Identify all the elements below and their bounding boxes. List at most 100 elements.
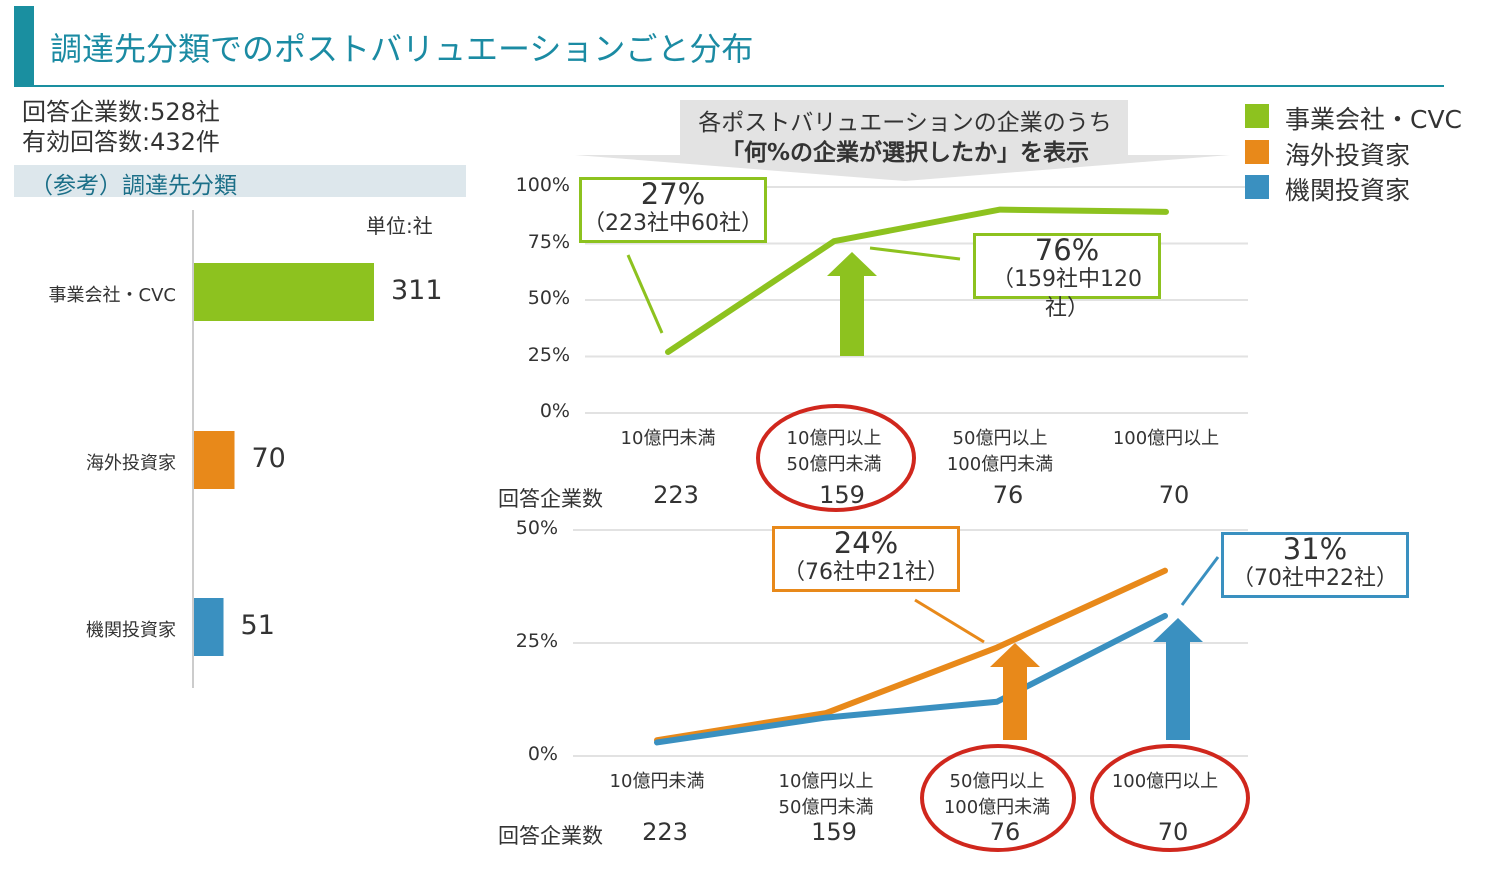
- bar: [194, 431, 235, 489]
- respondent-count: 159: [819, 481, 865, 509]
- data-point: [1164, 615, 1166, 617]
- series-line: [665, 206, 1169, 355]
- x-category-line: 50億円以上: [952, 428, 1048, 449]
- x-category-line: 50億円未満: [778, 797, 874, 818]
- y-tick-label: 50%: [527, 287, 570, 309]
- legend-swatch-institutional: [1245, 175, 1269, 199]
- banner-line-2: 「何%の企業が選択したか」を表示: [720, 140, 1090, 166]
- page-title: 調達先分類でのポストバリュエーションごと分布: [50, 30, 754, 68]
- annotation-value: 24%: [833, 526, 899, 560]
- legend-business: 事業会社・CVC: [1285, 105, 1463, 134]
- data-point: [996, 647, 998, 649]
- bar-value-institutional: 51: [240, 610, 275, 641]
- highlight-circle: [920, 744, 1076, 852]
- annotation-detail: （76社中21社）: [783, 560, 949, 585]
- annotation-leader: [626, 254, 664, 334]
- count-label-top: 回答企業数: [498, 487, 603, 511]
- x-category-line: 100億円未満: [946, 454, 1054, 475]
- x-category-line: 100億円未満: [943, 797, 1051, 818]
- y-tick-label: 25%: [527, 343, 570, 366]
- y-tick-label: 0%: [539, 400, 570, 422]
- data-point: [833, 240, 835, 242]
- data-point: [825, 712, 827, 714]
- annotation-leader: [869, 246, 961, 261]
- y-tick-label: 25%: [515, 630, 558, 652]
- respondent-count: 159: [811, 818, 857, 846]
- annotation-leader: [1180, 556, 1220, 606]
- highlight-circle: [756, 404, 916, 512]
- data-point: [996, 701, 998, 703]
- x-category-line: 10億円以上: [786, 428, 882, 449]
- respondent-count: 76: [989, 818, 1021, 846]
- banner-line-1: 各ポストバリュエーションの企業のうち: [698, 110, 1112, 136]
- annotation-76pct: 76% （159社中120社）: [973, 233, 1161, 321]
- x-category-line: 50億円以上: [949, 771, 1045, 792]
- respondent-count: 223: [653, 481, 699, 509]
- up-arrow-overseas: [990, 643, 1040, 740]
- reference-title: （参考）調達先分類: [30, 173, 237, 199]
- x-category-line: 100億円以上: [1111, 771, 1219, 792]
- reference-band: [14, 165, 466, 197]
- x-category-line: 100億円以上: [1112, 428, 1220, 449]
- title-accent-bar: [14, 6, 34, 86]
- highlight-circle: [1090, 744, 1250, 852]
- y-tick-label: 100%: [515, 174, 570, 196]
- data-point: [1165, 211, 1167, 213]
- x-category-line: 10億円未満: [620, 428, 716, 449]
- data-point: [667, 351, 669, 353]
- y-tick-label: 50%: [515, 517, 558, 539]
- bar: [194, 263, 374, 321]
- annotation-leader: [914, 598, 985, 644]
- bar-value-business: 311: [391, 275, 443, 306]
- respondent-count: 223: [642, 818, 688, 846]
- annotation-27pct: 27% （223社中60社）: [579, 177, 767, 243]
- data-point: [1164, 570, 1166, 572]
- x-category-label: 100億円以上: [1080, 769, 1250, 795]
- x-category-label: 50億円以上 100億円未満: [912, 769, 1082, 821]
- y-tick-label: 0%: [527, 743, 558, 765]
- data-point: [825, 717, 827, 719]
- bar: [194, 598, 224, 656]
- series-line: [654, 567, 1168, 744]
- annotation-value: 76%: [1034, 233, 1100, 267]
- x-category-label: 100億円以上: [1081, 426, 1251, 452]
- x-category-label: 10億円未満: [583, 426, 753, 452]
- annotation-detail: （223社中60社）: [583, 211, 763, 236]
- annotation-31pct: 31% （70社中22社）: [1221, 532, 1409, 598]
- legend-swatch-overseas: [1245, 140, 1269, 164]
- data-point: [656, 741, 658, 743]
- title-divider: [14, 85, 1444, 87]
- x-category-label: 10億円以上 50億円未満: [741, 769, 911, 821]
- unit-label: 単位:社: [366, 214, 433, 238]
- valid-responses-count: 有効回答数:432件: [22, 128, 220, 156]
- up-arrow-institutional: [1153, 618, 1203, 740]
- x-category-label: 10億円以上 50億円未満: [749, 426, 919, 478]
- y-tick-label: 75%: [527, 230, 570, 253]
- legend-swatch-business: [1245, 104, 1269, 128]
- x-category-line: 50億円未満: [786, 454, 882, 475]
- respondents-count: 回答企業数:528社: [22, 98, 220, 126]
- respondent-count: 70: [1157, 818, 1189, 846]
- respondent-count: 70: [1158, 481, 1190, 509]
- x-category-line: 10億円以上: [778, 771, 874, 792]
- count-label-bottom: 回答企業数: [498, 824, 603, 848]
- legend-institutional: 機関投資家: [1285, 176, 1411, 205]
- series-line: [654, 612, 1168, 746]
- legend-overseas: 海外投資家: [1285, 141, 1411, 170]
- annotation-detail: （70社中22社）: [1232, 566, 1398, 591]
- bar-label-business: 事業会社・CVC: [48, 285, 176, 306]
- bar-label-institutional: 機関投資家: [86, 620, 176, 641]
- banner-arrow: [575, 100, 1230, 181]
- annotation-detail: （159社中120社）: [992, 267, 1142, 321]
- bar-label-overseas: 海外投資家: [86, 453, 176, 474]
- annotation-24pct: 24% （76社中21社）: [772, 526, 960, 592]
- annotation-value: 27%: [640, 177, 706, 211]
- data-point: [999, 209, 1001, 211]
- x-category-label: 50億円以上 100億円未満: [915, 426, 1085, 478]
- up-arrow-business: [827, 252, 877, 356]
- respondent-count: 76: [992, 481, 1024, 509]
- bar-value-overseas: 70: [251, 443, 286, 474]
- x-category-line: 10億円未満: [609, 771, 705, 792]
